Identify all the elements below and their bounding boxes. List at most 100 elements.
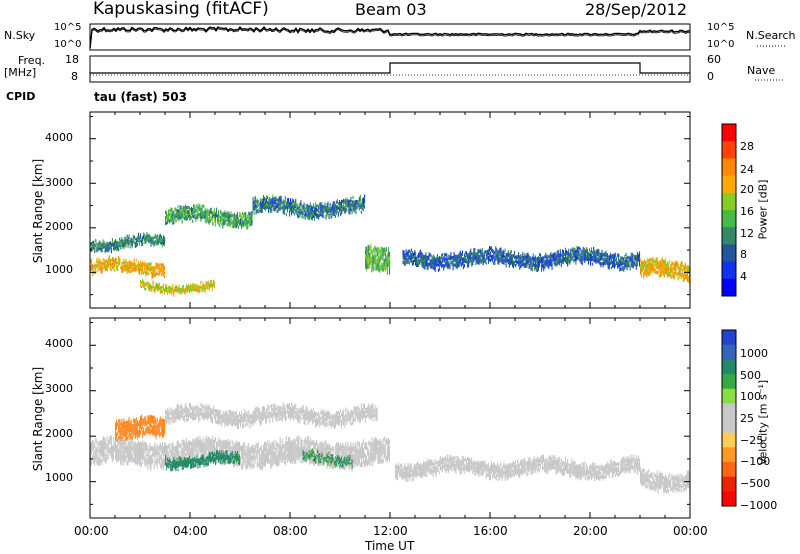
power-cell: [414, 258, 416, 262]
power-cell: [210, 280, 212, 283]
power-cell: [662, 264, 664, 268]
velocity-cell: [130, 447, 132, 452]
power-cell: [269, 206, 271, 210]
power-cell: [366, 265, 368, 271]
power-cell: [506, 252, 508, 257]
power-cell: [191, 287, 193, 290]
power-cell: [314, 206, 316, 210]
power-cell: [502, 249, 504, 253]
power-cell: [368, 261, 370, 266]
power-cell: [441, 256, 443, 260]
velocity-cell: [129, 450, 131, 455]
power-cell: [284, 205, 286, 209]
power-cell: [369, 246, 371, 251]
power-cell: [148, 236, 150, 239]
velocity-cell: [122, 443, 124, 449]
power-cell: [683, 275, 685, 280]
power-cell: [144, 235, 146, 238]
power-cell: [115, 245, 117, 248]
velocity-cell: [195, 442, 197, 448]
velocity-cell: [222, 448, 224, 454]
power-cell: [652, 257, 654, 261]
power-cell: [168, 285, 170, 288]
power-cell: [201, 286, 203, 289]
power-cell: [605, 253, 607, 257]
power-cell: [200, 210, 202, 214]
power-cell: [450, 254, 452, 258]
power-cell: [350, 198, 352, 202]
velocity-cell: [250, 446, 252, 452]
power-cell: [212, 212, 214, 217]
power-cell: [410, 258, 412, 262]
power-cell: [652, 267, 654, 271]
power-cell: [544, 264, 546, 268]
velocity-cell: [223, 442, 225, 448]
power-cell: [611, 264, 613, 268]
power-cell: [174, 286, 176, 289]
power-cell: [535, 257, 537, 261]
power-cell: [426, 255, 428, 259]
velocity-cell: [259, 446, 261, 452]
velocity-cell: [186, 446, 188, 452]
velocity-cell: [245, 449, 247, 455]
power-cell: [578, 257, 580, 261]
power-cell: [145, 282, 147, 285]
velocity-cell: [194, 438, 196, 444]
power-cell: [139, 268, 141, 272]
power-cell: [657, 265, 659, 270]
power-cell: [402, 255, 404, 260]
power-cell: [161, 237, 163, 241]
velocity-cell: [326, 447, 328, 452]
power-cell: [597, 259, 599, 263]
power-cell: [180, 287, 182, 290]
power-cell: [147, 267, 149, 271]
power-cell: [255, 199, 257, 203]
power-cell: [476, 251, 478, 255]
power-cell: [678, 275, 680, 279]
power-cell: [364, 201, 366, 205]
power-cell: [337, 211, 339, 215]
velocity-cell: [187, 447, 189, 452]
velocity-cell: [298, 447, 300, 453]
velocity-cell: [349, 464, 351, 470]
power-cell: [606, 257, 608, 261]
velocity-cell: [356, 457, 358, 463]
velocity-cell: [125, 441, 127, 447]
power-cell: [647, 266, 649, 270]
velocity-cell: [94, 443, 96, 448]
velocity-cell: [125, 444, 127, 450]
power-cell: [677, 263, 679, 267]
power-cell: [258, 207, 260, 211]
velocity-cell: [148, 448, 150, 454]
velocity-cell: [356, 447, 358, 453]
power-cell: [372, 253, 374, 259]
power-cell: [119, 237, 121, 240]
velocity-cell: [270, 451, 272, 457]
power-cell: [532, 263, 534, 267]
power-cell: [451, 260, 453, 265]
power-cell: [352, 195, 354, 200]
power-cell: [489, 249, 491, 253]
cpid-label: CPID: [6, 90, 36, 103]
power-cell: [533, 267, 535, 271]
velocity-cell: [364, 443, 366, 449]
power-cell: [280, 202, 282, 206]
velocity-cell: [304, 437, 306, 442]
power-cell: [166, 287, 168, 290]
power-cell: [648, 259, 650, 263]
power-cell: [590, 259, 592, 263]
velocity-cell: [90, 442, 92, 448]
power-cell: [610, 257, 612, 261]
power-cell: [181, 291, 183, 294]
power-cell: [448, 254, 450, 258]
power-cell: [447, 266, 449, 270]
power-cell: [103, 245, 105, 248]
velocity-cell: [366, 442, 368, 447]
noise-trace: [89, 26, 691, 49]
power-cell: [537, 260, 539, 264]
power-cell: [504, 255, 506, 260]
power-cell: [198, 203, 200, 207]
power-cell: [473, 254, 475, 258]
velocity-cell: [130, 439, 132, 445]
power-cell: [211, 287, 213, 290]
